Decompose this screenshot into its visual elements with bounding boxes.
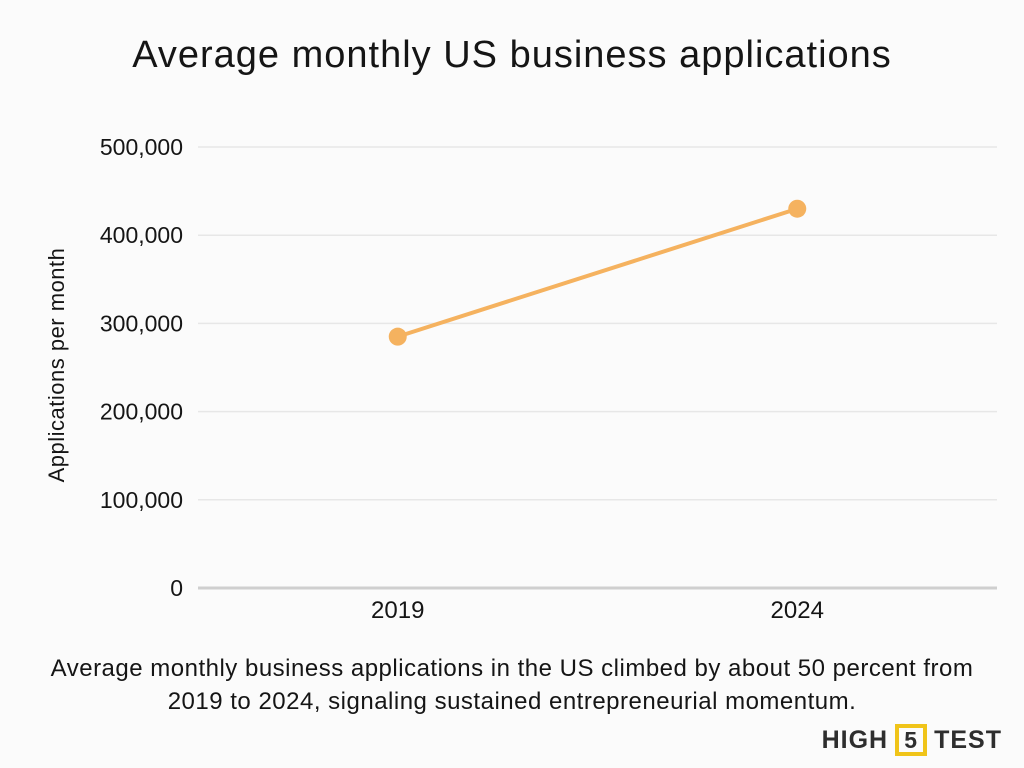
x-tick-label-2024: 2024: [771, 597, 824, 624]
chart-caption: Average monthly business applications in…: [50, 655, 974, 715]
data-point-2024: [788, 199, 807, 218]
chart-title: Average monthly US business applications: [132, 34, 892, 76]
logo-digit-five: 5: [904, 726, 918, 753]
x-tick-label-2019: 2019: [371, 597, 424, 624]
y-tick-label-300000: 300,000: [100, 310, 183, 336]
trend-line: [395, 206, 800, 339]
y-tick-label-0: 0: [170, 575, 183, 601]
y-axis-title: Applications per month: [44, 247, 69, 483]
y-tick-label-400000: 400,000: [100, 222, 183, 248]
data-point-2019: [388, 327, 407, 346]
logo-word-test: TEST: [934, 725, 1002, 754]
y-tick-label-100000: 100,000: [100, 487, 183, 513]
logo-five-box: 5: [895, 724, 928, 756]
high5test-logo: HIGH 5 TEST: [822, 724, 1002, 756]
logo-word-high: HIGH: [821, 725, 889, 754]
y-tick-label-500000: 500,000: [100, 134, 183, 160]
y-tick-label-200000: 200,000: [100, 399, 183, 425]
